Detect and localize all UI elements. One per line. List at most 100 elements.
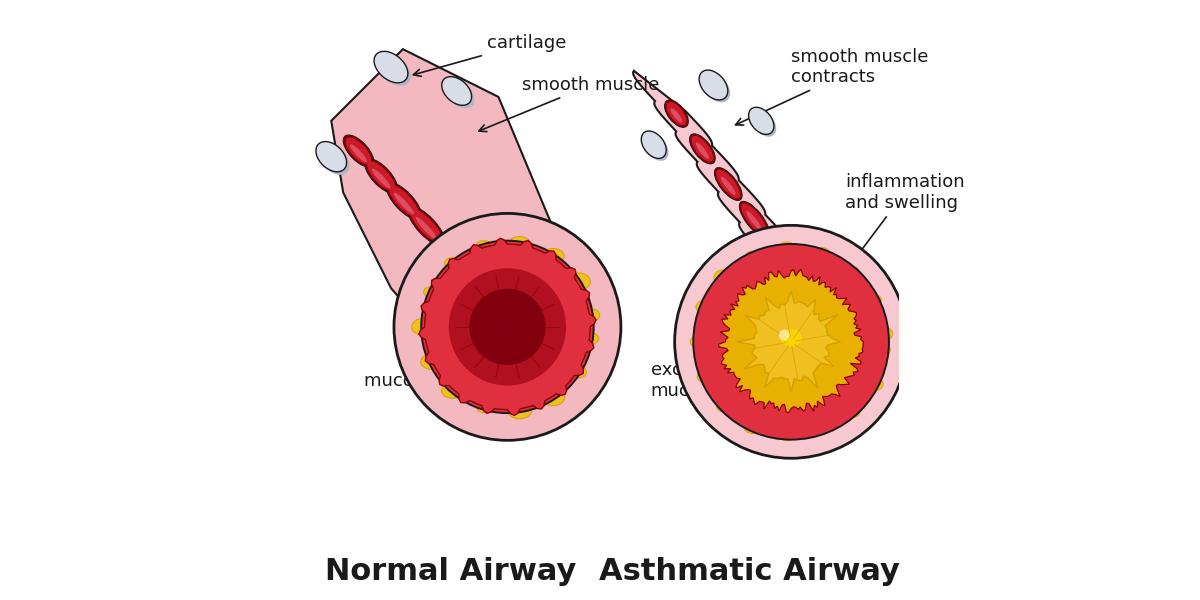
Circle shape	[394, 214, 620, 440]
Ellipse shape	[460, 265, 485, 292]
Ellipse shape	[476, 403, 491, 413]
Ellipse shape	[442, 77, 472, 106]
Ellipse shape	[868, 294, 881, 305]
Circle shape	[779, 329, 790, 340]
Ellipse shape	[350, 145, 367, 162]
Ellipse shape	[877, 345, 890, 355]
Ellipse shape	[454, 257, 491, 296]
Text: smooth muscle
contracts: smooth muscle contracts	[736, 47, 929, 125]
Ellipse shape	[473, 278, 517, 325]
Ellipse shape	[764, 235, 796, 274]
Ellipse shape	[690, 336, 706, 348]
Ellipse shape	[566, 273, 590, 290]
Ellipse shape	[690, 134, 715, 164]
Ellipse shape	[438, 241, 461, 266]
Text: Asthmatic Airway: Asthmatic Airway	[599, 557, 900, 586]
Circle shape	[674, 226, 907, 458]
Ellipse shape	[641, 131, 666, 158]
Polygon shape	[737, 291, 840, 392]
Ellipse shape	[343, 135, 373, 167]
Ellipse shape	[542, 248, 564, 264]
Ellipse shape	[442, 383, 463, 398]
Text: smooth muscle: smooth muscle	[479, 76, 660, 131]
Ellipse shape	[346, 137, 371, 164]
Ellipse shape	[451, 254, 493, 298]
Ellipse shape	[739, 202, 769, 237]
Ellipse shape	[541, 389, 565, 406]
Ellipse shape	[503, 314, 532, 344]
Ellipse shape	[481, 289, 508, 318]
Text: excessive
mucus: excessive mucus	[650, 352, 757, 400]
Ellipse shape	[816, 425, 828, 434]
Ellipse shape	[394, 193, 414, 214]
Ellipse shape	[410, 209, 443, 244]
Ellipse shape	[432, 233, 467, 269]
Text: Normal Airway: Normal Airway	[325, 557, 576, 586]
Ellipse shape	[766, 237, 794, 272]
Ellipse shape	[386, 182, 421, 220]
Ellipse shape	[494, 302, 540, 351]
Ellipse shape	[696, 142, 709, 159]
Ellipse shape	[509, 236, 530, 251]
Ellipse shape	[779, 429, 794, 441]
Ellipse shape	[751, 110, 776, 137]
Ellipse shape	[778, 242, 796, 256]
Ellipse shape	[665, 100, 689, 127]
Circle shape	[694, 244, 889, 440]
Polygon shape	[419, 238, 596, 415]
Ellipse shape	[444, 257, 461, 269]
Ellipse shape	[377, 55, 410, 86]
Ellipse shape	[319, 145, 349, 175]
Ellipse shape	[365, 159, 397, 193]
Ellipse shape	[846, 266, 859, 277]
Ellipse shape	[643, 133, 668, 161]
Ellipse shape	[749, 107, 774, 134]
Circle shape	[421, 241, 594, 413]
Ellipse shape	[508, 401, 532, 419]
Ellipse shape	[875, 327, 893, 340]
Ellipse shape	[691, 136, 713, 162]
Ellipse shape	[582, 333, 599, 344]
Ellipse shape	[374, 52, 408, 83]
Ellipse shape	[714, 269, 734, 285]
Ellipse shape	[475, 281, 515, 322]
Ellipse shape	[772, 245, 788, 267]
Ellipse shape	[666, 102, 686, 125]
Polygon shape	[331, 49, 558, 371]
Ellipse shape	[408, 206, 445, 246]
Ellipse shape	[745, 251, 761, 263]
Ellipse shape	[702, 73, 730, 103]
Ellipse shape	[367, 161, 395, 191]
Ellipse shape	[865, 377, 883, 391]
Ellipse shape	[430, 230, 469, 272]
Circle shape	[449, 268, 566, 386]
Ellipse shape	[415, 217, 438, 240]
Circle shape	[469, 289, 546, 365]
Ellipse shape	[696, 301, 713, 314]
Ellipse shape	[714, 167, 742, 200]
Ellipse shape	[421, 355, 442, 369]
Ellipse shape	[316, 142, 347, 172]
Ellipse shape	[697, 371, 712, 382]
Ellipse shape	[582, 308, 600, 322]
Polygon shape	[719, 269, 864, 413]
Text: inflammation
and swelling: inflammation and swelling	[835, 173, 965, 284]
Ellipse shape	[445, 80, 474, 108]
Text: mucous glands: mucous glands	[364, 349, 500, 389]
Ellipse shape	[746, 211, 762, 231]
Ellipse shape	[716, 170, 740, 199]
Ellipse shape	[389, 185, 419, 217]
Ellipse shape	[721, 177, 736, 195]
Ellipse shape	[671, 108, 683, 122]
Ellipse shape	[372, 169, 390, 188]
Ellipse shape	[476, 241, 492, 252]
Ellipse shape	[412, 319, 436, 335]
Ellipse shape	[814, 248, 830, 260]
Text: cartilage: cartilage	[413, 34, 566, 76]
Ellipse shape	[497, 304, 539, 349]
Polygon shape	[634, 71, 871, 353]
Ellipse shape	[780, 329, 802, 347]
Ellipse shape	[716, 401, 731, 412]
Ellipse shape	[570, 366, 587, 378]
Ellipse shape	[742, 203, 767, 235]
